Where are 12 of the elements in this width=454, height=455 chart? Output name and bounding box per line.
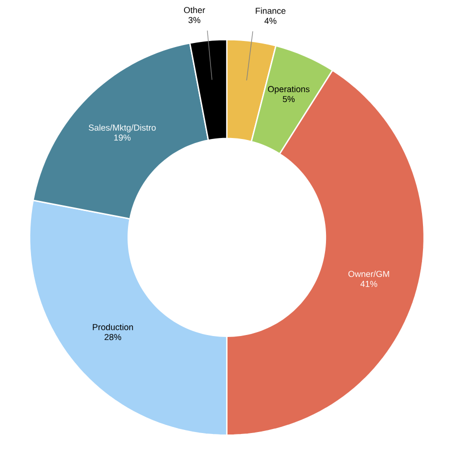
data-label: 28%	[104, 334, 122, 340]
data-label: 5%	[282, 96, 295, 102]
data-label: 41%	[360, 280, 378, 287]
slice-label: Other	[184, 6, 206, 14]
slice-label: Operations	[268, 86, 310, 94]
data-label: 4%	[264, 18, 277, 24]
data-label: 19%	[114, 134, 131, 141]
slice-label: Production	[93, 324, 134, 330]
slice-label: Finance	[256, 8, 286, 14]
slice-label: Owner/GM	[348, 270, 390, 277]
slice-label: Sales/Mktg/Distro	[88, 124, 156, 132]
data-label: 3%	[188, 16, 200, 24]
